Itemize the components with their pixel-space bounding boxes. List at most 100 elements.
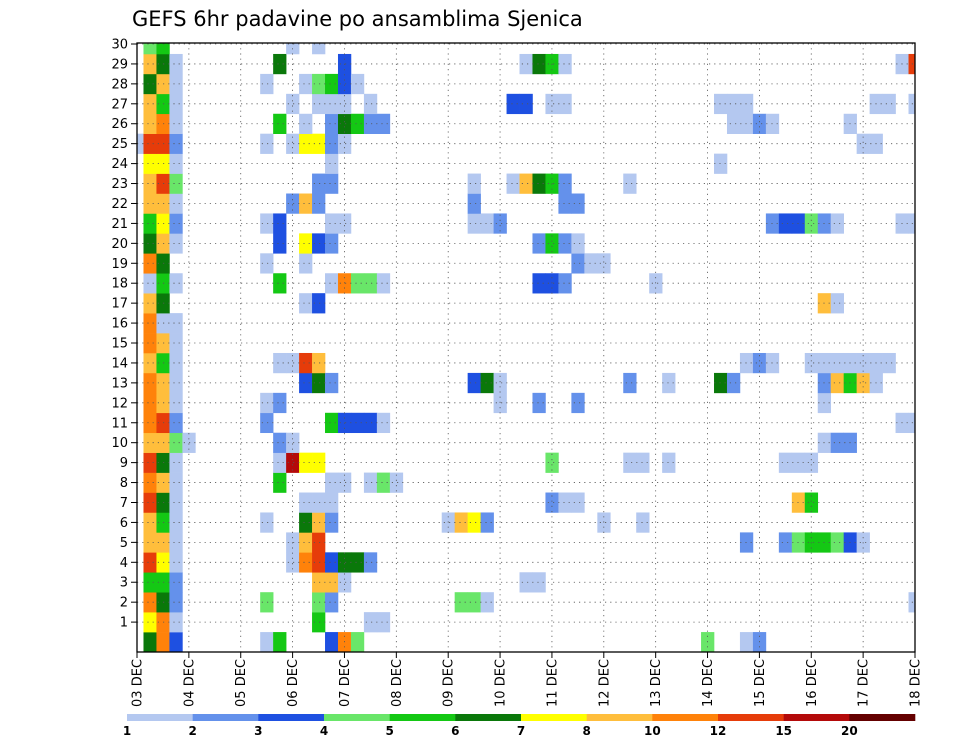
legend-swatch <box>849 714 916 721</box>
heatmap-cell-r7-c32 <box>545 492 559 513</box>
heatmap-cell-r12-c3 <box>169 392 183 414</box>
heatmap-cell-r26-c1 <box>143 113 157 134</box>
heatmap-cell-r8-c1 <box>143 472 157 493</box>
heatmap-cell-r14-c3 <box>169 352 183 374</box>
heatmap-cell-r25-c12 <box>286 133 300 154</box>
y-tick-label: 22 <box>111 197 128 212</box>
heatmap-cell-r2-c26 <box>467 592 481 613</box>
heatmap-cell-r6-c10 <box>260 512 274 533</box>
heatmap-cell-r11-c18 <box>363 412 378 434</box>
legend-swatch <box>258 714 325 721</box>
heatmap-cell-r22-c34 <box>571 193 585 214</box>
heatmap-cell-r9-c39 <box>636 452 650 473</box>
heatmap-cell-r20-c33 <box>558 233 572 254</box>
heatmap-cell-r27-c45 <box>714 93 728 115</box>
heatmap-cell-r3-c14 <box>312 572 326 593</box>
heatmap-cell-r23-c15 <box>325 173 339 194</box>
heatmap-cell-r14-c13 <box>299 352 313 374</box>
heatmap-cell-r20-c31 <box>532 233 546 254</box>
heatmap-cell-r25-c13 <box>299 133 313 154</box>
y-tick-label: 1 <box>120 616 128 631</box>
y-tick-label: 2 <box>120 596 128 611</box>
x-tick-label: 14 DEC <box>701 659 716 707</box>
heatmap-cell-r6-c13 <box>299 512 313 533</box>
heatmap-cell-r25-c1 <box>143 133 157 154</box>
y-tick-label: 5 <box>120 536 128 551</box>
heatmap-cell-r25-c15 <box>325 133 339 154</box>
y-tick-label: 11 <box>111 416 128 431</box>
y-tick-label: 25 <box>111 137 128 152</box>
heatmap-cell-r13-c46 <box>726 372 741 394</box>
heatmap-cell-r10-c54 <box>830 432 844 453</box>
heatmap-cell-r13-c45 <box>714 372 728 394</box>
heatmap-cell-r0-c11 <box>273 632 287 653</box>
heatmap-cell-r18-c31 <box>532 273 546 294</box>
heatmap-cell-r17-c1 <box>143 293 157 314</box>
heatmap-cell-r30-c14 <box>312 43 326 55</box>
legend-label: 7 <box>517 724 525 738</box>
heatmap-cell-r4-c12 <box>286 552 300 573</box>
heatmap-cell-r29-c1 <box>143 53 157 75</box>
y-axis-ticks: 1234567891011121314151617181920212223242… <box>111 37 137 631</box>
y-tick-label: 14 <box>111 356 128 371</box>
heatmap-cell-r24-c45 <box>714 153 728 174</box>
x-tick-label: 07 DEC <box>338 659 353 707</box>
heatmap-cell-r12-c1 <box>143 392 157 414</box>
y-tick-label: 19 <box>111 257 128 272</box>
heatmap-cell-r18-c3 <box>169 273 183 294</box>
y-tick-label: 20 <box>111 237 128 252</box>
heatmap-cell-r26-c48 <box>752 113 767 134</box>
heatmap-cell-r5-c3 <box>169 532 183 553</box>
y-tick-label: 16 <box>111 317 128 332</box>
heatmap-cell-r25-c56 <box>856 133 870 154</box>
heatmap-cell-r29-c33 <box>558 53 572 75</box>
heatmap-cell-r1-c3 <box>169 612 183 633</box>
legend-swatch <box>455 714 522 721</box>
heatmap-cell-r3-c16 <box>337 572 352 593</box>
heatmap-cell-r7-c52 <box>804 492 819 513</box>
heatmap-cell-r27-c12 <box>286 93 300 115</box>
heatmap-cell-r9-c12 <box>286 452 300 473</box>
heatmap-cell-r7-c13 <box>299 492 313 513</box>
legend-swatch <box>389 714 456 721</box>
heatmap-cell-r21-c1 <box>143 213 157 234</box>
heatmap-cell-r9-c13 <box>299 452 313 473</box>
heatmap-cell-r19-c36 <box>597 253 611 274</box>
heatmap-cell-r6-c39 <box>636 512 650 533</box>
legend-swatch <box>783 714 850 721</box>
heatmap-cell-r8-c11 <box>273 472 287 493</box>
heatmap-cell-r15-c3 <box>169 333 183 354</box>
heatmap-cell-r12-c10 <box>260 392 274 414</box>
heatmap-cell-r10-c3 <box>169 432 183 453</box>
heatmap-cell-r27-c14 <box>312 93 326 115</box>
heatmap-cell-r21-c11 <box>273 213 287 234</box>
heatmap-cell-r25-c14 <box>312 133 326 154</box>
heatmap-cell-r13-c26 <box>467 372 481 394</box>
heatmap-cell-r1-c19 <box>376 612 391 633</box>
heatmap-cell-r27-c18 <box>363 93 378 115</box>
x-tick-label: 09 DEC <box>442 659 457 707</box>
y-tick-label: 10 <box>111 436 128 451</box>
heatmap-cell-r14-c14 <box>312 352 326 374</box>
heatmap-cell-r6-c15 <box>325 512 339 533</box>
heatmap-cell-r12-c34 <box>571 392 585 414</box>
legend-label: 12 <box>710 724 727 738</box>
heatmap-cell-r9-c14 <box>312 452 326 473</box>
heatmap-cell-r19-c35 <box>584 253 598 274</box>
heatmap-cells <box>137 43 916 653</box>
heatmap-cell-r23-c31 <box>532 173 546 194</box>
heatmap-cell-r8-c16 <box>337 472 352 493</box>
plot-frame <box>136 42 916 653</box>
chart-title: GEFS 6hr padavine po ansamblima Sjenica <box>132 7 583 31</box>
heatmap-cell-r9-c41 <box>662 452 676 473</box>
heatmap-cell-r29-c11 <box>273 53 287 75</box>
heatmap-cell-r9-c52 <box>804 452 819 473</box>
heatmap-cell-r11-c15 <box>325 412 339 434</box>
legend-swatch <box>192 714 259 721</box>
heatmap-cell-r28-c14 <box>312 73 326 95</box>
heatmap-cell-r20-c3 <box>169 233 183 254</box>
heatmap-cell-r23-c29 <box>506 173 520 194</box>
heatmap-cell-r14-c1 <box>143 352 157 374</box>
heatmap-cell-r3-c31 <box>532 572 546 593</box>
